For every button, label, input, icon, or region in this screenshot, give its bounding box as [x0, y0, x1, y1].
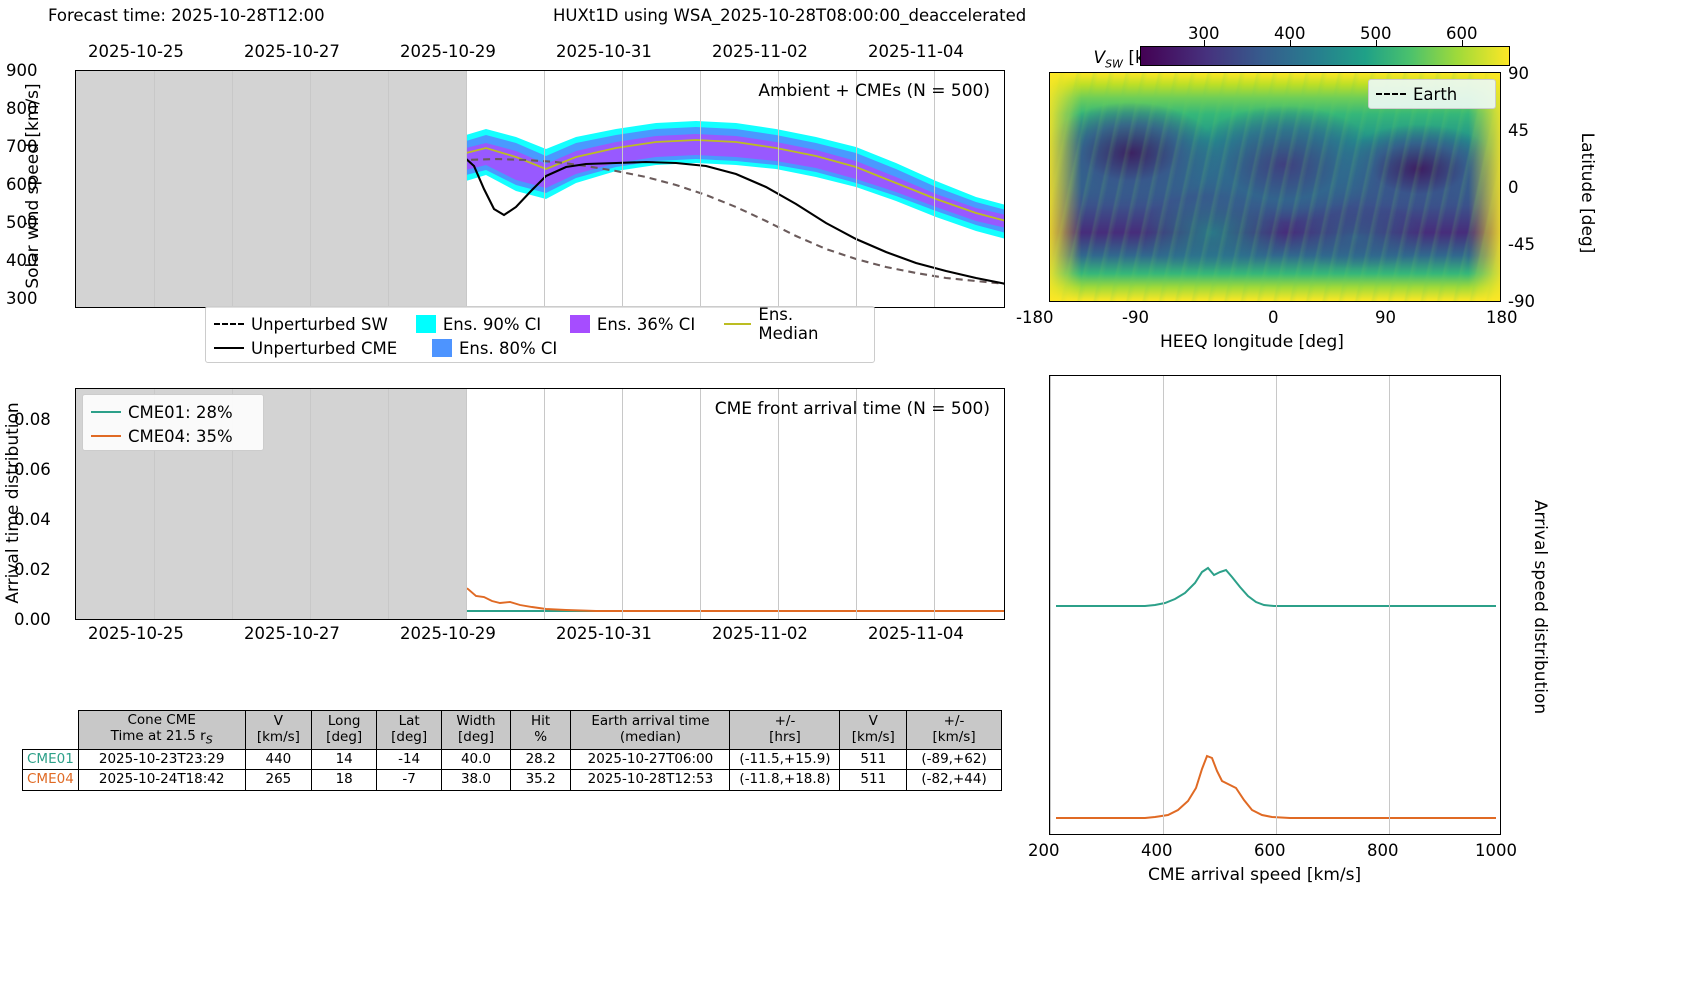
cell-v: 265 [244, 769, 313, 791]
line-key-icon [91, 411, 121, 413]
dashed-line-icon [214, 323, 244, 325]
cell-v: 440 [244, 748, 313, 771]
legend-item-earth[interactable]: Earth [1376, 83, 1488, 105]
legend-label: CME01: 28% [128, 402, 233, 422]
header-line1: Cone CME [127, 712, 196, 728]
legend-label: Unperturbed SW [251, 314, 388, 334]
cbar-sw-subscript: SW [1105, 57, 1123, 71]
heeq-map-panel: VSW [km/s] 300 400 500 600 [1016, 24, 1597, 352]
table-header-plusminus-hrs: +/- [hrs] [729, 710, 841, 750]
cell-v-arrival: 511 [839, 769, 908, 791]
cell-plusminus-hrs: (-11.8,+18.8) [729, 769, 841, 791]
color-swatch-icon [569, 315, 590, 333]
cell-plusminus-kms: (-82,+44) [906, 769, 1002, 791]
row-label-cme01: CME01 [22, 748, 79, 771]
solar-wind-annotation: Ambient + CMEs (N = 500) [758, 81, 990, 101]
cbar-v-symbol: V [1093, 48, 1106, 68]
legend-label: Ens. 90% CI [442, 314, 542, 334]
legend-label: CME04: 35% [128, 426, 233, 446]
cell-plusminus-kms: (-89,+62) [906, 748, 1002, 771]
legend-item-unperturbed-sw[interactable]: Unperturbed SW [214, 315, 400, 334]
legend-label: Unperturbed CME [251, 338, 398, 358]
table-header-row: Cone CME Time at 21.5 rS V [km/s] Long [… [22, 710, 1002, 750]
cone-cme-table: Cone CME Time at 21.5 rS V [km/s] Long [… [22, 710, 1002, 791]
legend-item-cme04[interactable]: CME04: 35% [91, 424, 255, 448]
arrival-speed-chart-svg [1056, 566, 1496, 819]
speed-ylabel: Arrival speed distribution [1530, 499, 1550, 715]
solar-wind-axes: Ambient + CMEs (N = 500) [75, 70, 1005, 308]
cell-lat: -7 [376, 769, 443, 791]
arrival-time-annotation: CME front arrival time (N = 500) [714, 399, 990, 419]
legend-label: Ens. Median [758, 305, 819, 343]
cell-earth-arrival: 2025-10-28T12:53 [570, 769, 731, 791]
table-header-plusminus-kms: +/- [km/s] [906, 710, 1002, 750]
dashed-line-icon [1376, 93, 1406, 95]
line-key-icon [723, 323, 752, 325]
cell-hit: 35.2 [509, 769, 572, 791]
cell-hit: 28.2 [509, 748, 572, 771]
model-title: HUXt1D using WSA_2025-10-28T08:00:00_dea… [553, 6, 1027, 25]
color-swatch-icon [415, 315, 436, 333]
map-legend[interactable]: Earth [1368, 79, 1496, 109]
cell-lat: -14 [376, 748, 443, 771]
line-key-icon [91, 435, 121, 437]
speed-xlabel: CME arrival speed [km/s] [1148, 865, 1362, 885]
cell-long: 18 [311, 769, 378, 791]
forecast-time-label: Forecast time: 2025-10-28T12:00 [48, 6, 325, 25]
legend-item-unperturbed-cme[interactable]: Unperturbed CME [214, 339, 416, 358]
legend-label: Ens. 36% CI [596, 314, 696, 334]
solar-wind-legend[interactable]: Unperturbed SW Ens. 90% CI Ens. 36% CI E… [205, 305, 875, 363]
arrival-time-legend[interactable]: CME01: 28% CME04: 35% [82, 394, 264, 451]
heeq-map-axes: Earth [1049, 72, 1501, 302]
row-label-cme04: CME04 [22, 769, 79, 791]
cell-earth-arrival: 2025-10-27T06:00 [570, 748, 731, 771]
subscript: S [205, 733, 213, 747]
table-row: CME04 2025-10-24T18:42 265 18 -7 38.0 35… [22, 769, 1002, 791]
colorbar-ticks [1140, 40, 1510, 48]
table-header-hit: Hit % [509, 710, 572, 750]
table-header-v: V [km/s] [244, 710, 313, 750]
table-header-width: Width [deg] [441, 710, 511, 750]
arrival-speed-panel: 200 400 600 800 1000 CME arrival speed [… [1028, 375, 1700, 885]
arrival-time-panel: Arrival time distribution 0.00 0.02 0.04… [0, 380, 1040, 643]
table-row: CME01 2025-10-23T23:29 440 14 -14 40.0 2… [22, 748, 1002, 771]
legend-item-ens-median[interactable]: Ens. Median [723, 305, 850, 343]
cell-width: 38.0 [441, 769, 511, 791]
cell-v-arrival: 511 [839, 748, 908, 771]
cell-width: 40.0 [441, 748, 511, 771]
table-corner-cell [22, 710, 79, 750]
table-header-long: Long [deg] [311, 710, 378, 750]
cell-time-at-21r: 2025-10-24T18:42 [77, 769, 246, 791]
legend-label: Ens. 80% CI [459, 338, 558, 358]
header-line2: Time at 21.5 rS [110, 727, 213, 747]
table-header-lat: Lat [deg] [376, 710, 443, 750]
map-xlabel: HEEQ longitude [deg] [1160, 332, 1344, 352]
arrival-speed-axes [1049, 375, 1501, 835]
legend-item-ens-90[interactable]: Ens. 90% CI [415, 314, 554, 334]
solar-wind-panel: Solar wind speed [km/s] 2025-10-25 2025-… [0, 28, 1040, 358]
past-shading [76, 71, 466, 307]
table-header-cone-cme: Cone CME Time at 21.5 rS [77, 710, 246, 750]
table-header-earth-arrival-time: Earth arrival time (median) [570, 710, 731, 750]
table-header-v-arrival: V [km/s] [839, 710, 908, 750]
solar-wind-colorbar [1140, 46, 1510, 66]
color-swatch-icon [432, 339, 452, 357]
legend-item-cme01[interactable]: CME01: 28% [91, 400, 255, 424]
line-key-icon [214, 347, 244, 349]
cell-long: 14 [311, 748, 378, 771]
legend-item-ens-80[interactable]: Ens. 80% CI [432, 339, 557, 358]
heatmap-edge-bright [1050, 73, 1500, 301]
legend-item-ens-36[interactable]: Ens. 36% CI [569, 314, 708, 334]
cell-time-at-21r: 2025-10-23T23:29 [77, 748, 246, 771]
legend-label: Earth [1413, 84, 1458, 104]
cell-plusminus-hrs: (-11.5,+15.9) [729, 748, 841, 771]
map-ylabel: Latitude [deg] [1577, 132, 1597, 254]
